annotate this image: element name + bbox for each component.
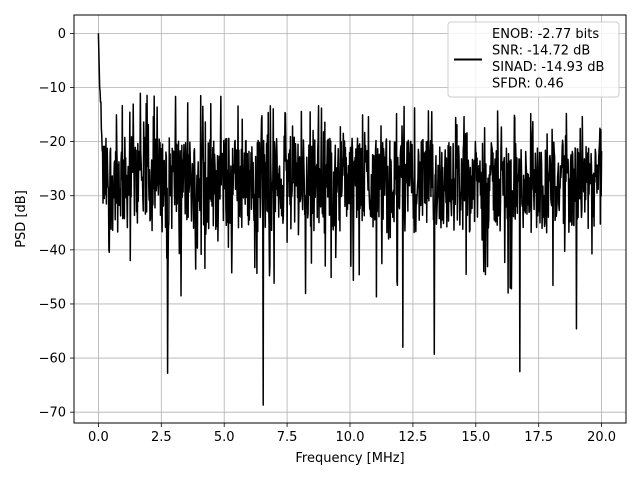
legend: ENOB: -2.77 bits SNR: -14.72 dB SINAD: -… — [447, 21, 620, 98]
y-tick-label: −70 — [39, 406, 66, 421]
y-tick-label: −60 — [39, 352, 66, 367]
plot-area — [97, 33, 603, 406]
psd-series-line — [97, 33, 603, 406]
legend-snr: SNR: -14.72 dB — [492, 44, 590, 59]
x-tick-label: 7.5 — [277, 430, 298, 445]
x-tick-label: 5.0 — [214, 430, 235, 445]
y-axis-ticks: 0 −10 −20 −30 −40 −50 −60 −70 — [39, 27, 74, 421]
legend-sfdr: SFDR: 0.46 — [492, 77, 564, 92]
x-tick-label: 12.5 — [398, 430, 427, 445]
y-tick-label: −50 — [39, 297, 66, 312]
y-tick-label: 0 — [58, 27, 66, 42]
x-tick-label: 17.5 — [524, 430, 553, 445]
y-tick-label: −10 — [39, 81, 66, 96]
x-tick-label: 2.5 — [151, 430, 172, 445]
x-tick-label: 10.0 — [336, 430, 365, 445]
y-axis-label: PSD [dB] — [14, 190, 29, 248]
y-tick-label: −40 — [39, 243, 66, 258]
x-axis-ticks: 0.0 2.5 5.0 7.5 10.0 12.5 15.0 17.5 20.0 — [88, 423, 616, 445]
x-tick-label: 20.0 — [587, 430, 616, 445]
y-tick-label: −20 — [39, 135, 66, 150]
legend-box — [447, 21, 620, 98]
x-axis-label: Frequency [MHz] — [295, 451, 404, 466]
legend-sinad: SINAD: -14.93 dB — [492, 60, 604, 75]
y-tick-label: −30 — [39, 189, 66, 204]
x-tick-label: 15.0 — [461, 430, 490, 445]
x-tick-label: 0.0 — [88, 430, 109, 445]
legend-enob: ENOB: -2.77 bits — [492, 27, 599, 42]
